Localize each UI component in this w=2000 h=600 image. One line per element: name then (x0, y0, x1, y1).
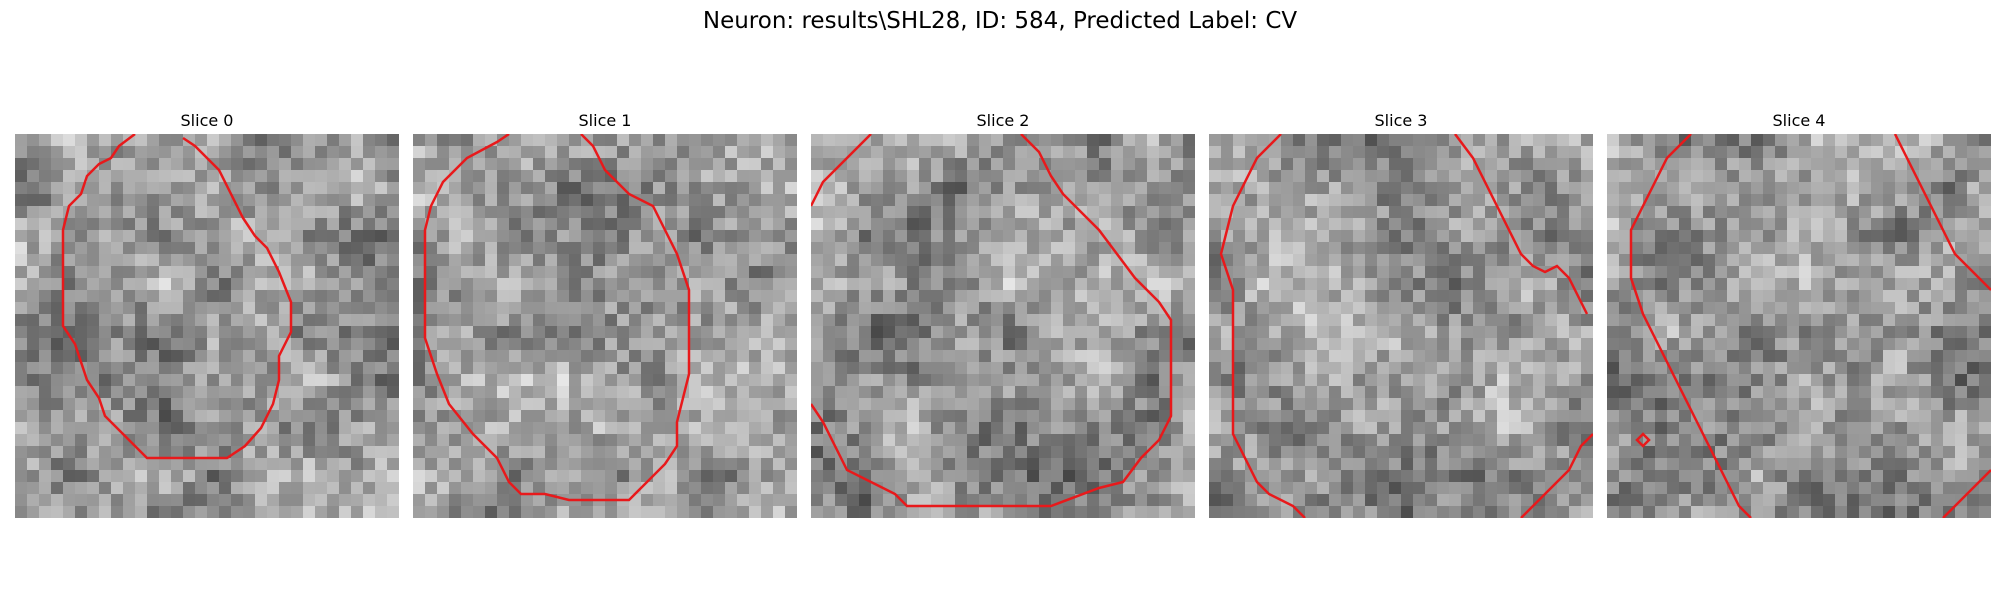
contour-loop (1635, 432, 1651, 448)
slice-image (15, 134, 399, 518)
slice-title: Slice 1 (578, 111, 632, 130)
grayscale-patch (413, 134, 797, 518)
figure-title: Neuron: results\SHL28, ID: 584, Predicte… (702, 8, 1298, 34)
contour-line (1219, 134, 1306, 518)
contour-line (1942, 469, 1991, 518)
slice-panel-4: Slice 4 (1607, 108, 1991, 518)
grayscale-patch (811, 134, 1195, 518)
grayscale-patch (15, 134, 399, 518)
slice-panel-0: Slice 0 (15, 108, 399, 518)
slice-title: Slice 2 (976, 111, 1030, 130)
slice-panel-3: Slice 3 (1209, 108, 1593, 518)
contour-line (61, 134, 293, 460)
slice-image (413, 134, 797, 518)
contour-line (1629, 134, 1752, 518)
contour-overlay (1629, 134, 1991, 518)
contour-line (1893, 134, 1991, 291)
contour-line (1454, 134, 1589, 315)
slice-image (1209, 134, 1593, 518)
slice-title: Slice 4 (1772, 111, 1826, 130)
contour-line (811, 134, 872, 207)
slice-image (811, 134, 1195, 518)
contour-overlay (811, 134, 1173, 508)
grayscale-patch (1209, 134, 1593, 518)
slice-panel-2: Slice 2 (811, 108, 1195, 518)
contour-line (811, 134, 1173, 508)
contour-overlay (423, 134, 691, 502)
slice-panel-1: Slice 1 (413, 108, 797, 518)
slice-image (1607, 134, 1991, 518)
contour-line (1520, 433, 1593, 518)
slice-title: Slice 0 (180, 111, 234, 130)
slice-title: Slice 3 (1374, 111, 1428, 130)
contour-overlay (1219, 134, 1593, 518)
contour-overlay (61, 134, 293, 460)
contour-line (423, 134, 691, 502)
